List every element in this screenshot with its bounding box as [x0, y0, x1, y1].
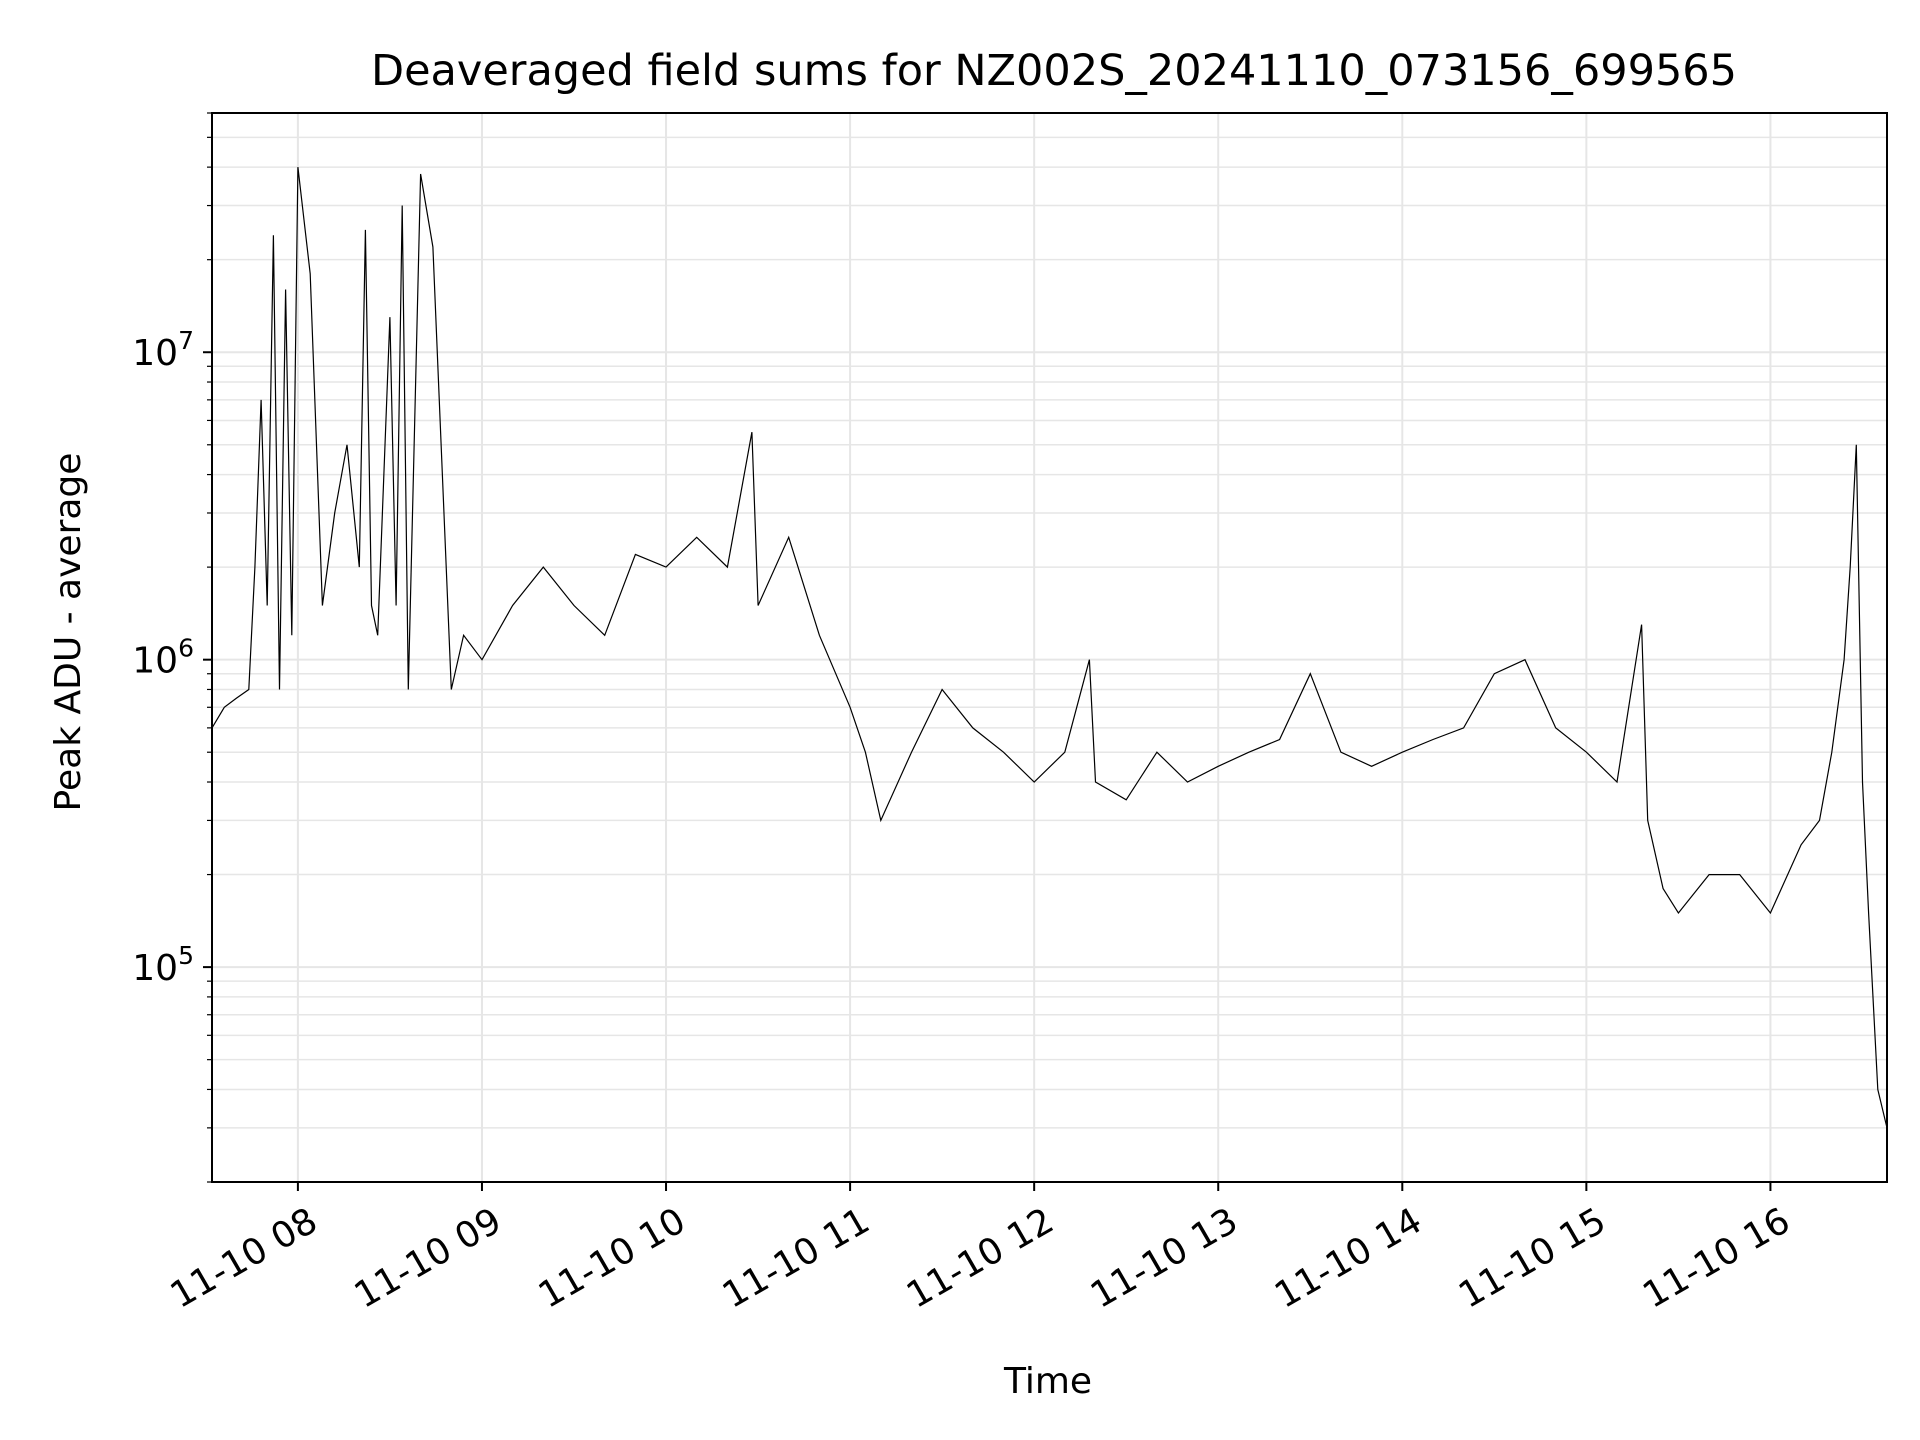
x-tick-label: 11-10 08: [164, 1200, 325, 1316]
series-line: [211, 167, 1888, 1129]
y-tick-label: 106: [132, 634, 194, 682]
x-tick-label: 11-10 09: [348, 1200, 509, 1316]
x-axis-label: Time: [1003, 1361, 1092, 1402]
plot-frame: [211, 112, 1888, 1183]
y-tick-label: 107: [132, 326, 194, 374]
x-tick-label: 11-10 15: [1452, 1200, 1613, 1316]
chart-title: Deaveraged field sums for NZ002S_2024111…: [371, 46, 1737, 96]
x-tick-label: 11-10 13: [1084, 1200, 1245, 1316]
grid: [212, 112, 1887, 1183]
x-tick-label: 11-10 11: [716, 1200, 877, 1316]
x-tick-label: 11-10 10: [532, 1200, 693, 1316]
x-tick-label: 11-10 16: [1636, 1200, 1797, 1316]
x-tick-label: 11-10 14: [1268, 1200, 1429, 1316]
y-tick-label: 105: [132, 941, 194, 989]
x-tick-label: 11-10 12: [900, 1200, 1061, 1316]
y-axis-label: Peak ADU - average: [48, 453, 89, 812]
